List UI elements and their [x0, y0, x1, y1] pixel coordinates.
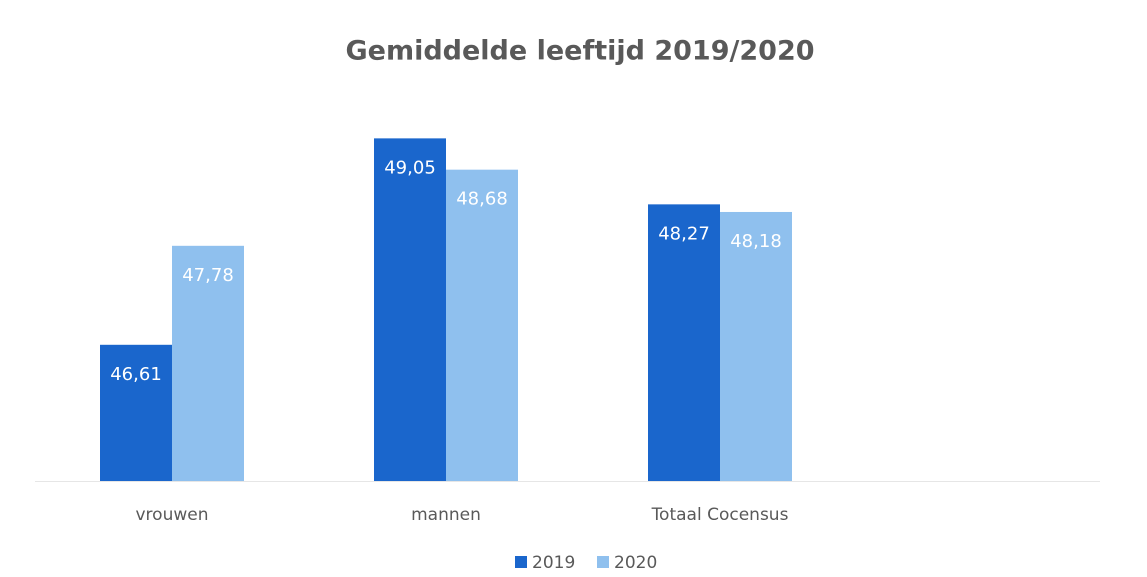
x-tick-label: vrouwen: [136, 505, 209, 525]
legend-label: 2020: [614, 553, 657, 573]
legend-swatch: [597, 556, 609, 568]
bar: [720, 211, 792, 482]
value-label: 46,61: [110, 364, 162, 385]
legend-swatch: [515, 556, 527, 568]
x-tick-label: Totaal Cocensus: [651, 505, 789, 525]
chart-title: Gemiddelde leeftijd 2019/2020: [345, 36, 814, 67]
bar: [446, 169, 518, 481]
value-label: 48,18: [730, 231, 782, 252]
bar: [374, 138, 446, 481]
bar: [100, 344, 172, 481]
bar: [648, 204, 720, 481]
bar: [172, 245, 244, 481]
value-label: 48,68: [456, 189, 508, 210]
legend-label: 2019: [532, 553, 575, 573]
value-label: 47,78: [182, 265, 234, 286]
x-tick-label: mannen: [411, 505, 481, 525]
value-label: 49,05: [384, 157, 436, 178]
value-label: 48,27: [658, 223, 710, 244]
